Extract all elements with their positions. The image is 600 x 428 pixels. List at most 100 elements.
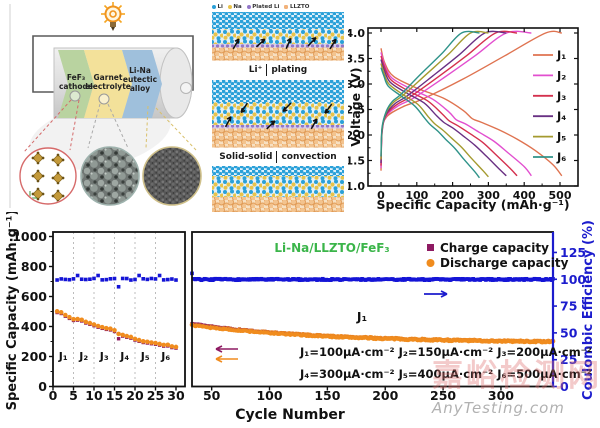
legend-item-llzto: LLZTO xyxy=(284,4,309,10)
efficiency-point xyxy=(75,273,80,278)
efficiency-axis-arrow xyxy=(424,290,448,298)
segment-label-4: J₄ xyxy=(119,350,129,363)
efficiency-point xyxy=(141,277,145,281)
mechanism-block-1 xyxy=(212,12,344,61)
mechanism-panel: Li Na Plated Li LLZTO xyxy=(210,0,348,212)
x-tick-label: 0 xyxy=(377,189,385,202)
discharge-point xyxy=(161,342,166,348)
discharge-point xyxy=(157,341,162,347)
efficiency-point xyxy=(88,277,92,282)
battery-terminal-nub xyxy=(180,82,192,94)
electrolyte-label-line2: electrolyte xyxy=(85,82,131,91)
discharge-curve-J₂ xyxy=(380,52,532,177)
legend-item-na: Na xyxy=(227,4,242,10)
efficiency-point xyxy=(55,278,59,282)
efficiency-point xyxy=(129,278,133,282)
discharge-curve-J₁ xyxy=(380,48,563,177)
current-density-line1: J₁=100μA·cm⁻² J₂=150μA·cm⁻² J₃=200μA·cm⁻… xyxy=(299,345,592,359)
discharge-point xyxy=(128,334,134,340)
legend-label-J₅: J₅ xyxy=(556,130,566,144)
efficiency-point xyxy=(137,273,141,278)
efficiency-point xyxy=(96,273,100,278)
crystal-structure-inset xyxy=(19,147,77,205)
battery-schematic-panel: FeF₃ cathode Garnet electrolyte Li-Na eu… xyxy=(9,2,202,208)
efficiency-point xyxy=(108,277,113,281)
x-tick-label: 10 xyxy=(85,388,103,403)
convection-label: Solid-solid convection xyxy=(219,150,337,163)
segment-label-1: J₁ xyxy=(58,350,68,363)
charge-curve-J₃ xyxy=(380,30,518,166)
discharge-point xyxy=(83,319,89,325)
charge-axis-arrow xyxy=(215,345,238,353)
electrolyte-label-line1: Garnet xyxy=(94,73,123,82)
x-tick-label: 400 xyxy=(513,189,536,202)
ce-tick-label: 125 xyxy=(560,245,586,260)
x-tick-label: 5 xyxy=(69,388,78,403)
alloy-label-line3: alloy xyxy=(130,84,150,93)
efficiency-point xyxy=(116,284,121,289)
efficiency-point xyxy=(125,276,129,281)
efficiency-point xyxy=(63,277,68,282)
lightbulb-icon xyxy=(101,2,125,31)
y-tick-label: 2.0 xyxy=(348,129,365,142)
x-tick-label: 20 xyxy=(126,388,144,403)
efficiency-point xyxy=(92,276,96,281)
capacity-axis-label: Specific Capacity (mAh·g⁻¹) xyxy=(5,212,20,410)
legend-label-J₆: J₆ xyxy=(556,150,566,164)
y-tick-label: 2.5 xyxy=(348,104,365,117)
cycle-number-label: Cycle Number xyxy=(235,407,345,423)
voltage-plot-frame xyxy=(367,27,579,187)
mechanism-legend: Li Na Plated Li LLZTO xyxy=(212,2,346,11)
efficiency-point xyxy=(104,277,109,282)
segment-label-3: J₃ xyxy=(99,350,109,363)
y-tick-label: 4.0 xyxy=(348,27,365,40)
x-tick-label: 300 xyxy=(477,189,500,202)
discharge-axis-arrow xyxy=(215,355,238,363)
discharge-point xyxy=(91,322,97,327)
efficiency-point xyxy=(153,277,158,281)
discharge-point xyxy=(136,337,142,343)
discharge-point xyxy=(79,317,84,323)
efficiency-point xyxy=(71,277,76,281)
ce-tick-label: 75 xyxy=(560,299,577,314)
charge-point xyxy=(116,337,121,341)
efficiency-point xyxy=(157,273,162,278)
legend-label-J₄: J₄ xyxy=(556,109,566,123)
y-tick-label: 1000 xyxy=(12,229,47,244)
y-tick-label: 0 xyxy=(38,379,47,394)
efficiency-point xyxy=(100,278,104,282)
cycling-performance-chart: 0 5 10 15 20 25 30 50 100 150 200 250 30002004006008… xyxy=(5,212,596,423)
battery-body xyxy=(53,47,193,119)
cathode-band xyxy=(58,50,94,118)
alloy-band xyxy=(122,50,162,118)
legend-item-li: Li xyxy=(212,4,223,10)
na-dot-icon xyxy=(227,4,232,9)
discharge-point xyxy=(63,312,68,318)
ce-tick-label: 25 xyxy=(560,352,577,367)
ce-tick-label: 100 xyxy=(560,272,586,287)
garnet-sem-inset xyxy=(80,146,140,206)
y-tick-label: 800 xyxy=(21,259,47,274)
discharge-point xyxy=(140,339,146,344)
efficiency-point xyxy=(170,277,174,281)
efficiency-point xyxy=(161,278,166,282)
cathode-label-line1: FeF₃ xyxy=(67,73,85,82)
discharge-point xyxy=(58,310,64,315)
discharge-point xyxy=(116,331,121,337)
y-tick-label: 3.5 xyxy=(348,53,365,66)
x-tick-label: 100 xyxy=(256,388,282,403)
li-dot-icon xyxy=(212,4,216,9)
panel1-frame xyxy=(52,231,186,388)
segment-label-5: J₅ xyxy=(140,350,150,363)
y-tick-label: 200 xyxy=(21,349,47,364)
zoom-spot-cathode xyxy=(69,90,81,102)
alloy-label-line1: Li-Na xyxy=(129,66,151,75)
efficiency-point xyxy=(174,278,178,282)
legend-label-J₃: J₃ xyxy=(556,89,566,103)
discharge-point xyxy=(120,332,125,338)
segment-label-2: J₂ xyxy=(78,350,88,363)
charge-curve-J₆ xyxy=(380,30,480,157)
alloy-label-line2: eutectic xyxy=(123,75,157,84)
efficiency-point xyxy=(149,276,154,281)
legend-item-plated-li: Plated Li xyxy=(246,4,279,10)
